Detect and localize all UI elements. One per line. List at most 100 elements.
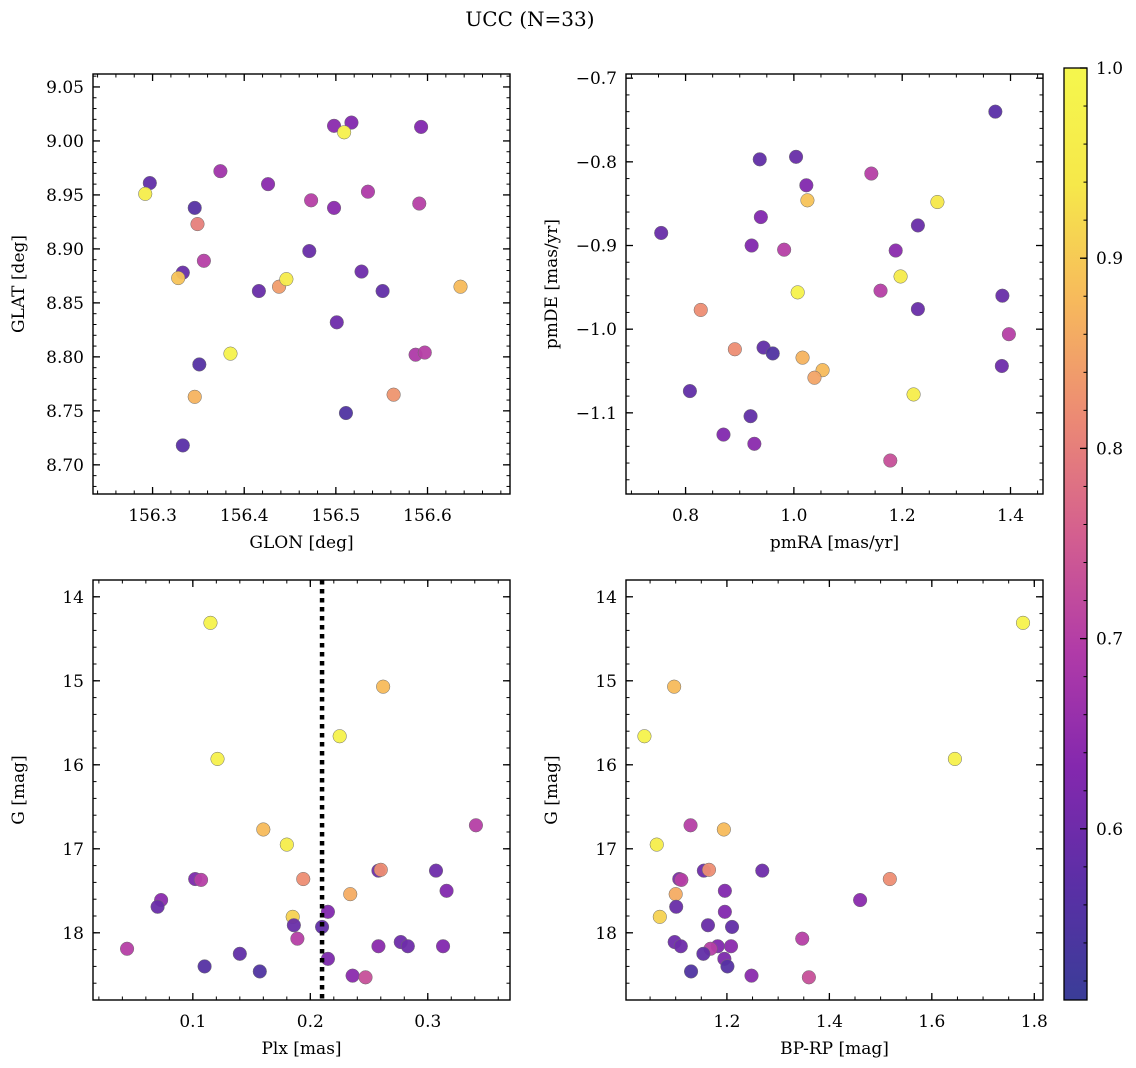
data-point <box>251 283 266 299</box>
colorbar: 0.6 0.7 0.8 0.9 1.0 <box>1063 59 1123 1001</box>
data-point <box>138 186 153 201</box>
y-tick-label: 8.90 <box>46 240 84 260</box>
data-point <box>194 872 209 887</box>
scatter-points <box>138 115 468 453</box>
data-point <box>743 409 758 424</box>
x-tick-label: 1.2 <box>889 506 916 526</box>
data-point <box>196 253 211 268</box>
data-point <box>329 315 344 330</box>
y-tick-label: −0.7 <box>576 69 617 89</box>
x-axis-label: pmRA [mas/yr] <box>770 533 899 553</box>
axes-frame <box>92 579 511 1001</box>
data-point <box>799 178 814 193</box>
data-point <box>302 244 317 259</box>
y-tick-label: 17 <box>595 840 617 860</box>
x-tick-label: 1.0 <box>780 506 807 526</box>
data-point <box>747 436 762 451</box>
y-tick-label: 17 <box>62 840 84 860</box>
data-point <box>412 196 427 211</box>
x-tick-label: 0.2 <box>297 1012 324 1032</box>
data-point <box>700 918 716 933</box>
data-point <box>994 358 1009 374</box>
data-point <box>683 818 698 833</box>
data-point <box>417 345 432 360</box>
panel-cmd: 1.2 1.4 1.6 1.8 14 15 16 17 18 BP-RP [mag] G [mag] <box>542 579 1048 1059</box>
data-point <box>150 899 165 914</box>
data-point <box>765 346 780 361</box>
data-point <box>190 217 205 232</box>
data-point <box>332 729 347 744</box>
data-point <box>652 909 667 924</box>
data-point <box>720 959 735 974</box>
x-tick-label: 156.5 <box>312 506 361 526</box>
data-point <box>888 243 903 258</box>
data-point <box>439 883 454 898</box>
data-point <box>468 818 483 833</box>
data-point <box>716 427 731 442</box>
data-point <box>279 272 294 287</box>
y-tick-label: 8.95 <box>46 186 84 206</box>
data-point <box>175 438 190 453</box>
panel-pm: 0.8 1.0 1.2 1.4 −1.1 −1.0 −0.9 −0.8 −0.7 pmRA [ma… <box>542 69 1044 553</box>
data-point <box>286 918 301 933</box>
data-point <box>187 200 202 215</box>
data-point <box>649 837 664 852</box>
data-point <box>727 342 742 357</box>
data-point <box>744 238 759 253</box>
y-tick-label: 8.85 <box>46 294 84 314</box>
data-point <box>210 751 225 766</box>
data-point <box>296 871 311 887</box>
y-tick-label: 18 <box>62 924 84 944</box>
scatter-points <box>637 615 1031 985</box>
y-axis-label: G [mag] <box>542 755 562 824</box>
y-tick-label: 8.75 <box>46 402 84 422</box>
data-point <box>882 871 897 887</box>
x-tick-label: 0.1 <box>179 1012 206 1032</box>
x-tick-label: 1.4 <box>997 506 1024 526</box>
data-point <box>790 285 805 300</box>
x-tick-label: 156.6 <box>403 506 452 526</box>
data-point <box>290 931 305 946</box>
data-point <box>120 941 135 956</box>
data-point <box>213 164 228 179</box>
data-point <box>753 210 768 225</box>
data-point <box>171 271 186 286</box>
data-point <box>373 862 388 877</box>
data-point <box>326 118 342 133</box>
data-point <box>252 964 267 979</box>
data-point <box>376 679 391 694</box>
data-point <box>320 904 335 919</box>
y-tick-label: −1.0 <box>576 320 617 340</box>
axes-frame <box>625 73 1044 495</box>
data-point <box>910 218 925 233</box>
data-point <box>777 242 792 257</box>
data-point <box>995 288 1010 303</box>
data-point <box>807 370 822 385</box>
data-point <box>192 357 207 372</box>
colorbar-gradient <box>1063 67 1088 1001</box>
axis-ticks <box>626 74 1043 494</box>
data-point <box>436 939 451 954</box>
data-point <box>701 862 717 877</box>
panel-plx: 0.1 0.2 0.3 14 15 16 17 18 Plx [mas] G [mag] <box>9 579 511 1059</box>
data-point <box>1001 327 1016 342</box>
x-tick-label: 156.3 <box>128 506 177 526</box>
data-point <box>864 166 879 181</box>
data-point <box>752 152 767 167</box>
data-point <box>801 970 816 985</box>
data-point <box>717 904 732 919</box>
axes-frame <box>92 73 511 495</box>
y-tick-label: 14 <box>62 588 84 608</box>
axis-ticks <box>93 579 510 1001</box>
y-tick-label: 9.05 <box>46 78 84 98</box>
y-tick-label: 15 <box>595 672 617 692</box>
data-point <box>414 119 429 134</box>
colorbar-tick-label: 0.6 <box>1096 820 1123 840</box>
data-point <box>717 883 732 898</box>
data-point <box>358 970 373 985</box>
data-point <box>345 968 360 983</box>
x-tick-label: 1.8 <box>1021 1012 1048 1032</box>
x-axis-label: BP-RP [mag] <box>780 1039 889 1059</box>
data-point <box>354 264 369 279</box>
data-point <box>893 269 908 284</box>
